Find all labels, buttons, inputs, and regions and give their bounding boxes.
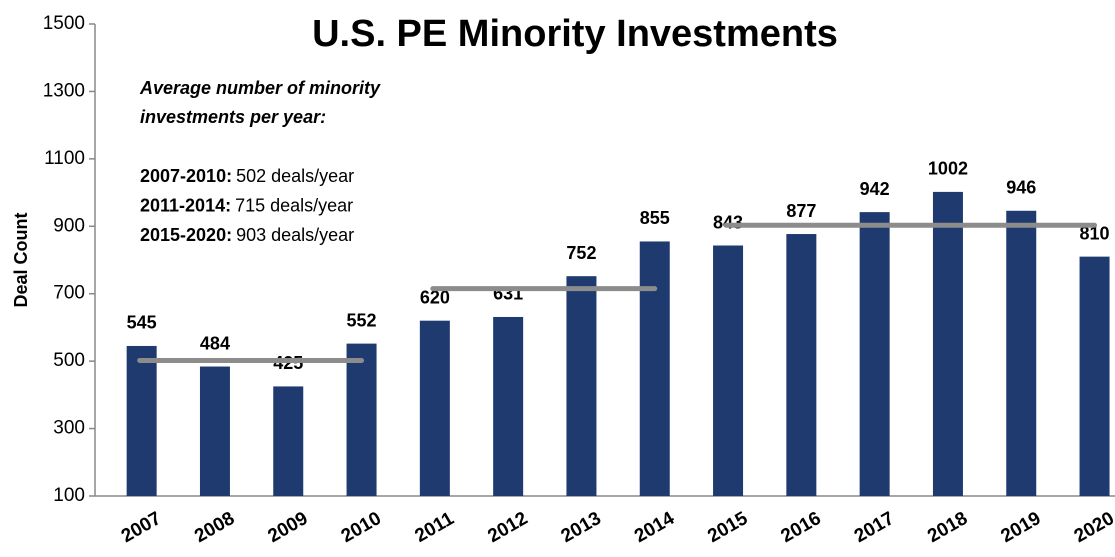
average-note: 2011-2014: 715 deals/year — [140, 195, 353, 215]
value-label: 620 — [420, 287, 450, 307]
x-tick-label: 2015 — [704, 508, 751, 548]
bar — [786, 234, 817, 497]
value-label: 810 — [1080, 223, 1110, 243]
average-period: 2015-2020: — [140, 225, 232, 245]
x-tick-label: 2009 — [264, 508, 311, 547]
value-label: 425 — [273, 353, 303, 373]
y-tick-label: 300 — [53, 418, 85, 439]
x-tick-label: 2016 — [778, 508, 825, 547]
x-tick-label: 2017 — [851, 508, 898, 547]
y-tick-label: 1100 — [44, 148, 85, 169]
bar — [932, 191, 963, 496]
y-tick-label: 500 — [53, 350, 85, 371]
bar — [199, 366, 230, 496]
bar — [859, 212, 890, 496]
y-tick-label: 700 — [53, 283, 85, 304]
y-tick-label: 1500 — [43, 13, 85, 34]
bar — [493, 316, 524, 496]
value-label: 855 — [640, 208, 670, 228]
x-tick-label: 2018 — [924, 508, 971, 547]
x-tick-label: 2008 — [191, 508, 238, 547]
value-label: 843 — [713, 212, 743, 232]
average-label: 502 deals/year — [236, 166, 354, 186]
average-period: 2007-2010: — [140, 166, 232, 186]
bar — [419, 320, 450, 496]
x-tick-label: 2010 — [338, 508, 385, 547]
x-tick-label: 2007 — [118, 508, 165, 547]
value-label: 484 — [200, 333, 230, 353]
y-tick-label: 100 — [53, 485, 85, 506]
bar — [566, 276, 597, 496]
value-label: 942 — [860, 179, 890, 199]
y-tick-label: 1300 — [43, 80, 85, 101]
chart-title: U.S. PE Minority Investments — [312, 13, 838, 55]
average-label: 715 deals/year — [235, 195, 353, 215]
average-note: 2015-2020: 903 deals/year — [140, 225, 354, 245]
bar — [1006, 210, 1037, 496]
x-tick-label: 2020 — [1071, 508, 1115, 547]
bar — [1079, 256, 1110, 496]
value-label: 877 — [786, 201, 816, 221]
value-label: 545 — [127, 313, 157, 333]
bar — [639, 241, 670, 496]
value-label: 752 — [566, 243, 596, 263]
annotation-line: Average number of minority — [139, 78, 381, 98]
average-period: 2011-2014: — [140, 195, 231, 215]
bar — [273, 386, 304, 496]
bar — [346, 343, 377, 496]
x-tick-label: 2013 — [558, 508, 605, 547]
value-label: 1002 — [928, 159, 968, 179]
annotation-line: investments per year: — [140, 107, 326, 127]
average-label: 903 deals/year — [236, 225, 354, 245]
average-note: 2007-2010: 502 deals/year — [140, 166, 354, 186]
value-label: 552 — [347, 310, 377, 330]
bar — [126, 345, 157, 496]
bar — [713, 245, 744, 496]
y-axis-label: Deal Count — [11, 212, 31, 307]
x-tick-label: 2011 — [412, 508, 459, 547]
x-tick-label: 2019 — [997, 508, 1044, 547]
x-tick-label: 2014 — [631, 508, 678, 548]
y-tick-label: 900 — [53, 215, 85, 236]
value-label: 946 — [1006, 178, 1036, 198]
x-tick-label: 2012 — [484, 508, 531, 547]
